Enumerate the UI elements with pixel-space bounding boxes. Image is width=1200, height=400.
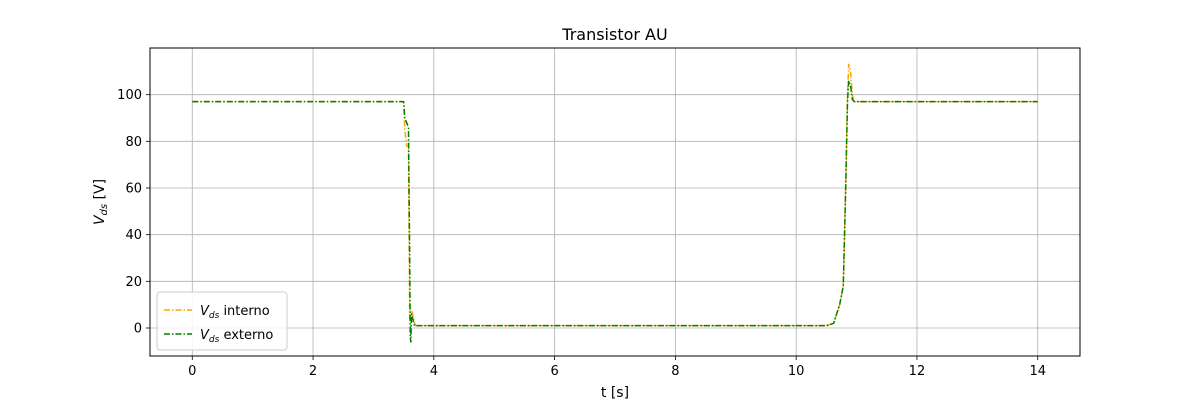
x-tick-label: 6: [550, 364, 558, 379]
x-ticks: 0 2 4 6 8 10 12 14: [188, 356, 1046, 379]
x-tick-label: 2: [309, 364, 317, 379]
y-tick-label: 80: [125, 135, 142, 150]
plot-area: [150, 48, 1080, 356]
x-axis-label: t [s]: [601, 385, 629, 400]
x-tick-label: 4: [430, 364, 438, 379]
x-tick-label: 12: [909, 364, 926, 379]
y-tick-label: 20: [125, 275, 142, 290]
series-lines: [192, 63, 1038, 343]
y-tick-label: 0: [134, 322, 142, 337]
series-line-externo: [192, 79, 1038, 343]
plot-frame: [149, 47, 1081, 357]
legend-label-interno: Vds interno: [200, 304, 270, 321]
x-tick-label: 10: [788, 364, 805, 379]
y-axis-label: Vds [V]: [92, 179, 110, 225]
y-tick-label: 40: [125, 228, 142, 243]
legend-label-externo: Vds externo: [200, 328, 273, 345]
chart-title: Transistor AU: [561, 25, 667, 44]
legend-box: [156, 291, 288, 351]
x-tick-label: 0: [188, 364, 196, 379]
legend: Vds interno Vds externo: [156, 291, 288, 351]
y-ticks: 0 20 40 60 80 100: [117, 88, 150, 337]
y-tick-label: 100: [117, 88, 142, 103]
x-tick-label: 14: [1029, 364, 1046, 379]
grid: [150, 48, 1080, 356]
y-tick-label: 60: [125, 182, 142, 197]
x-tick-label: 8: [671, 364, 679, 379]
